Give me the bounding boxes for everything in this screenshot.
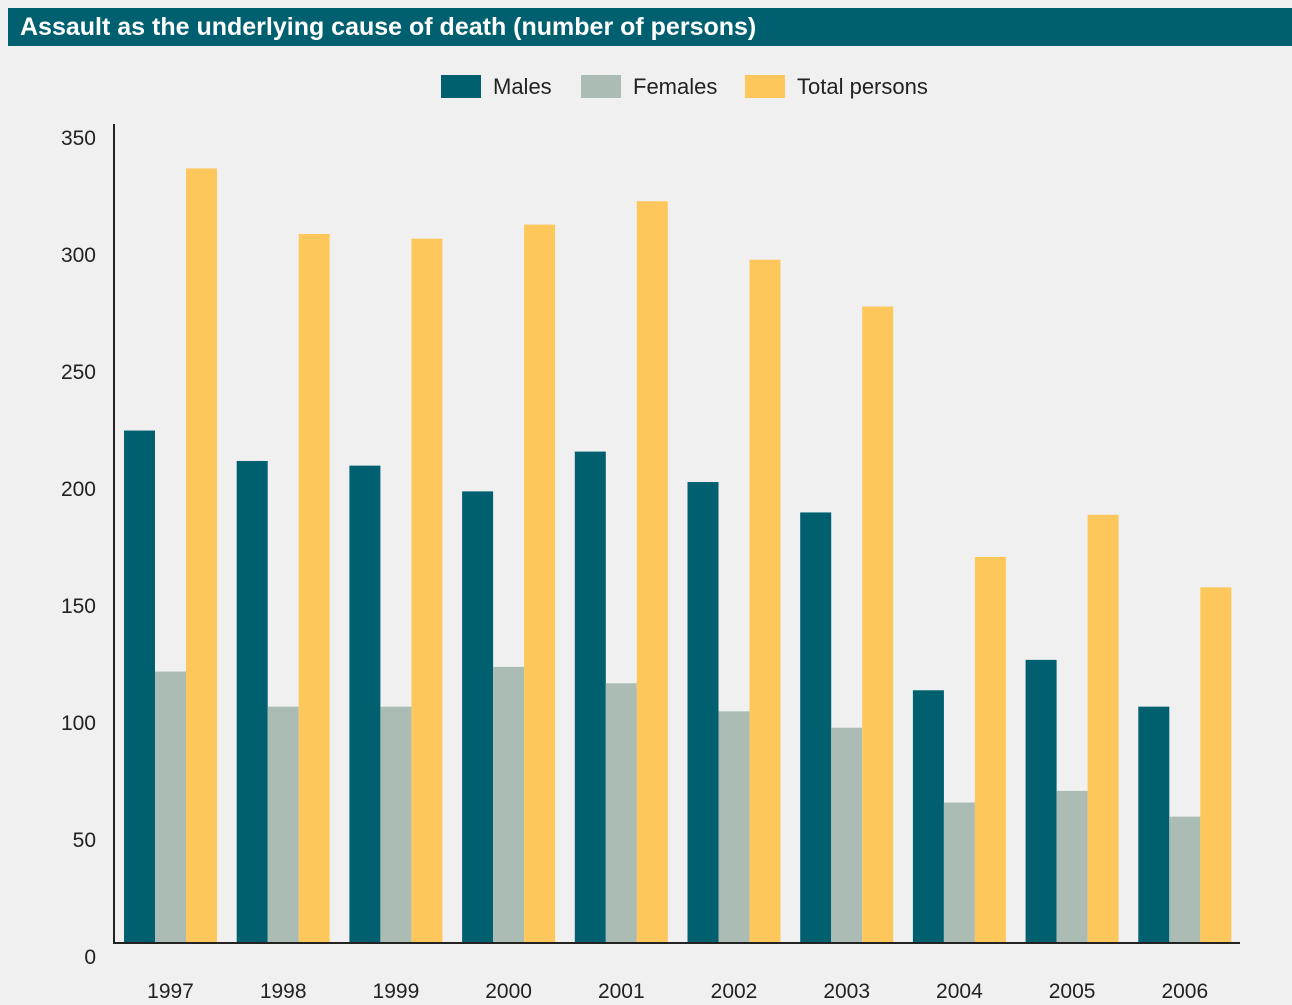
bar-females-2005 (1057, 791, 1088, 943)
bar-males-2004 (913, 690, 944, 943)
bar-males-2006 (1138, 707, 1169, 943)
legend-swatch-total-persons (745, 75, 785, 98)
bar-males-2000 (462, 491, 493, 943)
bar-total-persons-2003 (862, 307, 893, 943)
bar-females-1998 (268, 707, 299, 943)
y-tick-label: 0 (84, 946, 96, 969)
x-tick-label: 2001 (598, 980, 645, 1003)
bars (124, 168, 1231, 943)
x-tick-label: 1997 (147, 980, 194, 1003)
bar-total-persons-2002 (750, 260, 781, 943)
y-tick-label: 300 (61, 244, 96, 267)
bar-females-2003 (831, 728, 862, 943)
y-tick-label: 50 (73, 829, 96, 852)
bar-females-2006 (1169, 817, 1200, 943)
bar-females-1997 (155, 672, 186, 943)
legend: Males Females Total persons (441, 74, 928, 99)
x-axis-ticks: 1997 1998 1999 2000 2001 2002 2003 2004 2005 2006 (147, 980, 1208, 1003)
y-tick-label: 350 (61, 127, 96, 150)
x-tick-label: 2000 (485, 980, 532, 1003)
y-tick-label: 200 (61, 478, 96, 501)
y-axis-ticks: 0 50 100 150 200 250 300 350 (61, 127, 96, 969)
bar-females-2002 (719, 711, 750, 943)
bar-females-2004 (944, 803, 975, 943)
bar-total-persons-2001 (637, 201, 668, 943)
bar-total-persons-1998 (299, 234, 330, 943)
legend-swatch-females (581, 75, 621, 98)
bar-total-persons-2006 (1200, 587, 1231, 943)
x-tick-label: 2002 (711, 980, 758, 1003)
legend-swatch-males (441, 75, 481, 98)
y-tick-label: 250 (61, 361, 96, 384)
bar-males-2005 (1026, 660, 1057, 943)
bar-males-2001 (575, 452, 606, 943)
bar-females-1999 (380, 707, 411, 943)
y-tick-label: 100 (61, 712, 96, 735)
bar-total-persons-2000 (524, 225, 555, 943)
bar-total-persons-1999 (411, 239, 442, 943)
bar-total-persons-2005 (1088, 515, 1119, 943)
bar-males-1999 (349, 466, 380, 943)
bar-total-persons-2004 (975, 557, 1006, 943)
y-tick-label: 150 (61, 595, 96, 618)
legend-label-total-persons: Total persons (797, 74, 928, 99)
x-tick-label: 2004 (936, 980, 983, 1003)
bar-males-2002 (688, 482, 719, 943)
x-tick-label: 1998 (260, 980, 307, 1003)
bar-total-persons-1997 (186, 168, 217, 943)
bar-males-1998 (237, 461, 268, 943)
bar-males-1997 (124, 431, 155, 943)
bar-females-2001 (606, 683, 637, 943)
x-tick-label: 2006 (1161, 980, 1208, 1003)
x-tick-label: 1999 (373, 980, 420, 1003)
x-tick-label: 2005 (1049, 980, 1096, 1003)
legend-label-males: Males (493, 74, 552, 99)
bar-males-2003 (800, 512, 831, 943)
x-tick-label: 2003 (823, 980, 870, 1003)
legend-label-females: Females (633, 74, 717, 99)
bar-females-2000 (493, 667, 524, 943)
